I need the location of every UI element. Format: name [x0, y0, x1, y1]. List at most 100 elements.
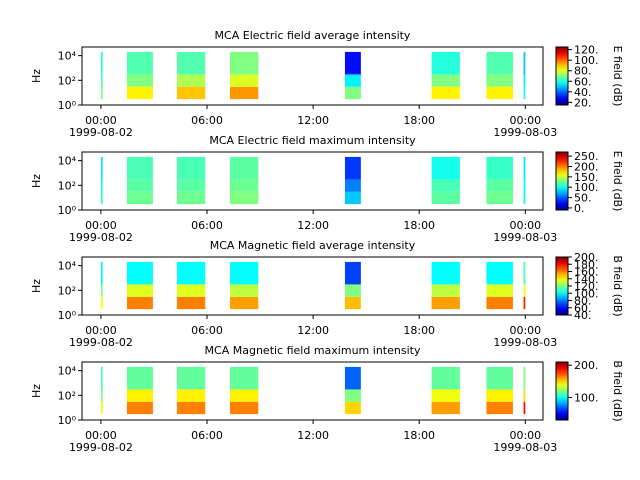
chart-title: MCA Electric field maximum intensity — [209, 134, 416, 147]
y-axis-label: Hz — [30, 279, 43, 293]
spectrogram-cell — [523, 191, 526, 205]
spectrogram-cell — [100, 179, 103, 192]
spectrogram-cell — [344, 389, 361, 402]
y-tick-label: 10⁰ — [58, 414, 77, 427]
y-tick-label: 10² — [58, 74, 76, 87]
colorbar-tick-label: 200. — [574, 359, 599, 372]
spectrogram-cell — [126, 86, 153, 100]
colorbar — [555, 151, 569, 211]
spectrogram-cell — [431, 284, 460, 297]
spectrogram-cell — [431, 389, 460, 402]
y-tick-label: 10⁴ — [58, 155, 77, 168]
spectrogram-cell — [344, 401, 361, 415]
spectrogram-cell — [344, 284, 361, 297]
spectrogram-cell — [523, 74, 526, 87]
x-tick-label: 06:00 — [191, 429, 223, 442]
colorbar-label: B field (dB) — [611, 255, 624, 316]
colorbar-tick-label: 100. — [574, 391, 599, 404]
spectrogram-cell — [100, 74, 103, 87]
spectrogram-cell — [126, 389, 153, 402]
spectrogram-cell — [126, 191, 153, 205]
spectrogram-cell — [523, 284, 526, 297]
colorbar-tick-label: 0. — [574, 202, 585, 215]
spectrogram-cell — [176, 86, 206, 100]
x-tick-label: 06:00 — [191, 114, 223, 127]
chart-title: MCA Electric field average intensity — [215, 29, 411, 42]
y-axis-label: Hz — [30, 69, 43, 83]
y-tick-label: 10⁴ — [58, 365, 77, 378]
date-label: 1999-08-03 — [493, 441, 557, 454]
colorbar-label: B field (dB) — [611, 360, 624, 421]
spectrogram-cell — [126, 74, 153, 87]
colorbar-tick-label: 40. — [574, 86, 592, 99]
colorbar-tick-label: 60. — [574, 302, 592, 315]
spectrogram-cell — [230, 296, 259, 310]
spectrogram-cell — [176, 191, 206, 205]
spectrogram-cell — [486, 284, 513, 297]
date-label: 1999-08-02 — [69, 126, 133, 139]
y-tick-label: 10⁰ — [58, 204, 77, 217]
spectrogram-cell — [176, 51, 206, 75]
spectrogram-cell — [486, 86, 513, 100]
spectrogram-cell — [344, 179, 361, 192]
spectrogram-cell — [431, 191, 460, 205]
spectrogram-cell — [523, 51, 526, 75]
spectrogram-cell — [431, 86, 460, 100]
y-axis-label: Hz — [30, 384, 43, 398]
spectrogram-cell — [344, 156, 361, 180]
spectrogram-cell — [344, 261, 361, 285]
spectrogram-cell — [126, 179, 153, 192]
spectrogram-cell — [486, 401, 513, 415]
spectrogram-cell — [176, 284, 206, 297]
spectrogram-cell — [344, 74, 361, 87]
spectrogram-cell — [486, 156, 513, 180]
spectrogram-cell — [486, 261, 513, 285]
x-tick-label: 00:00 — [85, 429, 117, 442]
spectrogram-cell — [230, 86, 259, 100]
x-tick-label: 06:00 — [191, 324, 223, 337]
spectrogram-cell — [486, 179, 513, 192]
spectrogram-cell — [431, 156, 460, 180]
spectrogram-cell — [100, 86, 103, 100]
y-tick-label: 10² — [58, 389, 76, 402]
chart-title: MCA Magnetic field maximum intensity — [205, 344, 421, 357]
spectrogram-cell — [100, 51, 103, 75]
spectrogram-cell — [126, 401, 153, 415]
spectrogram-cell — [176, 366, 206, 390]
colorbar-label: E field (dB) — [611, 46, 624, 107]
spectrogram-cell — [344, 51, 361, 75]
spectrogram-cell — [176, 261, 206, 285]
spectrogram-cell — [431, 179, 460, 192]
colorbar-tick-label: 250. — [574, 150, 599, 163]
spectrogram-cell — [230, 401, 259, 415]
y-tick-label: 10⁰ — [58, 99, 77, 112]
axes-frame — [81, 46, 544, 106]
spectrogram-cell — [100, 296, 103, 310]
spectrogram-cell — [431, 261, 460, 285]
colorbar-tick-label: 200. — [574, 251, 599, 264]
spectrogram-cell — [523, 401, 526, 415]
x-tick-label: 18:00 — [403, 219, 435, 232]
spectrogram-cell — [230, 389, 259, 402]
spectrogram-cell — [230, 366, 259, 390]
y-axis-label: Hz — [30, 174, 43, 188]
axes-frame — [81, 361, 544, 421]
spectrogram-cell — [100, 156, 103, 180]
colorbar-tick-label: 60. — [574, 75, 592, 88]
colorbar-tick-label: 100. — [574, 287, 599, 300]
spectrogram-cell — [431, 401, 460, 415]
spectrogram-cell — [486, 389, 513, 402]
spectrogram-cell — [230, 191, 259, 205]
spectrogram-cell — [431, 74, 460, 87]
spectrogram-cell — [100, 284, 103, 297]
spectrogram-cell — [431, 366, 460, 390]
x-tick-label: 00:00 — [509, 219, 541, 232]
x-tick-label: 18:00 — [403, 324, 435, 337]
colorbar-tick-label: 150. — [574, 171, 599, 184]
colorbar-tick-label: 40. — [574, 309, 592, 322]
date-label: 1999-08-03 — [493, 336, 557, 349]
spectrogram-cell — [486, 296, 513, 310]
x-tick-label: 00:00 — [85, 219, 117, 232]
colorbar — [555, 46, 569, 106]
x-tick-label: 06:00 — [191, 219, 223, 232]
